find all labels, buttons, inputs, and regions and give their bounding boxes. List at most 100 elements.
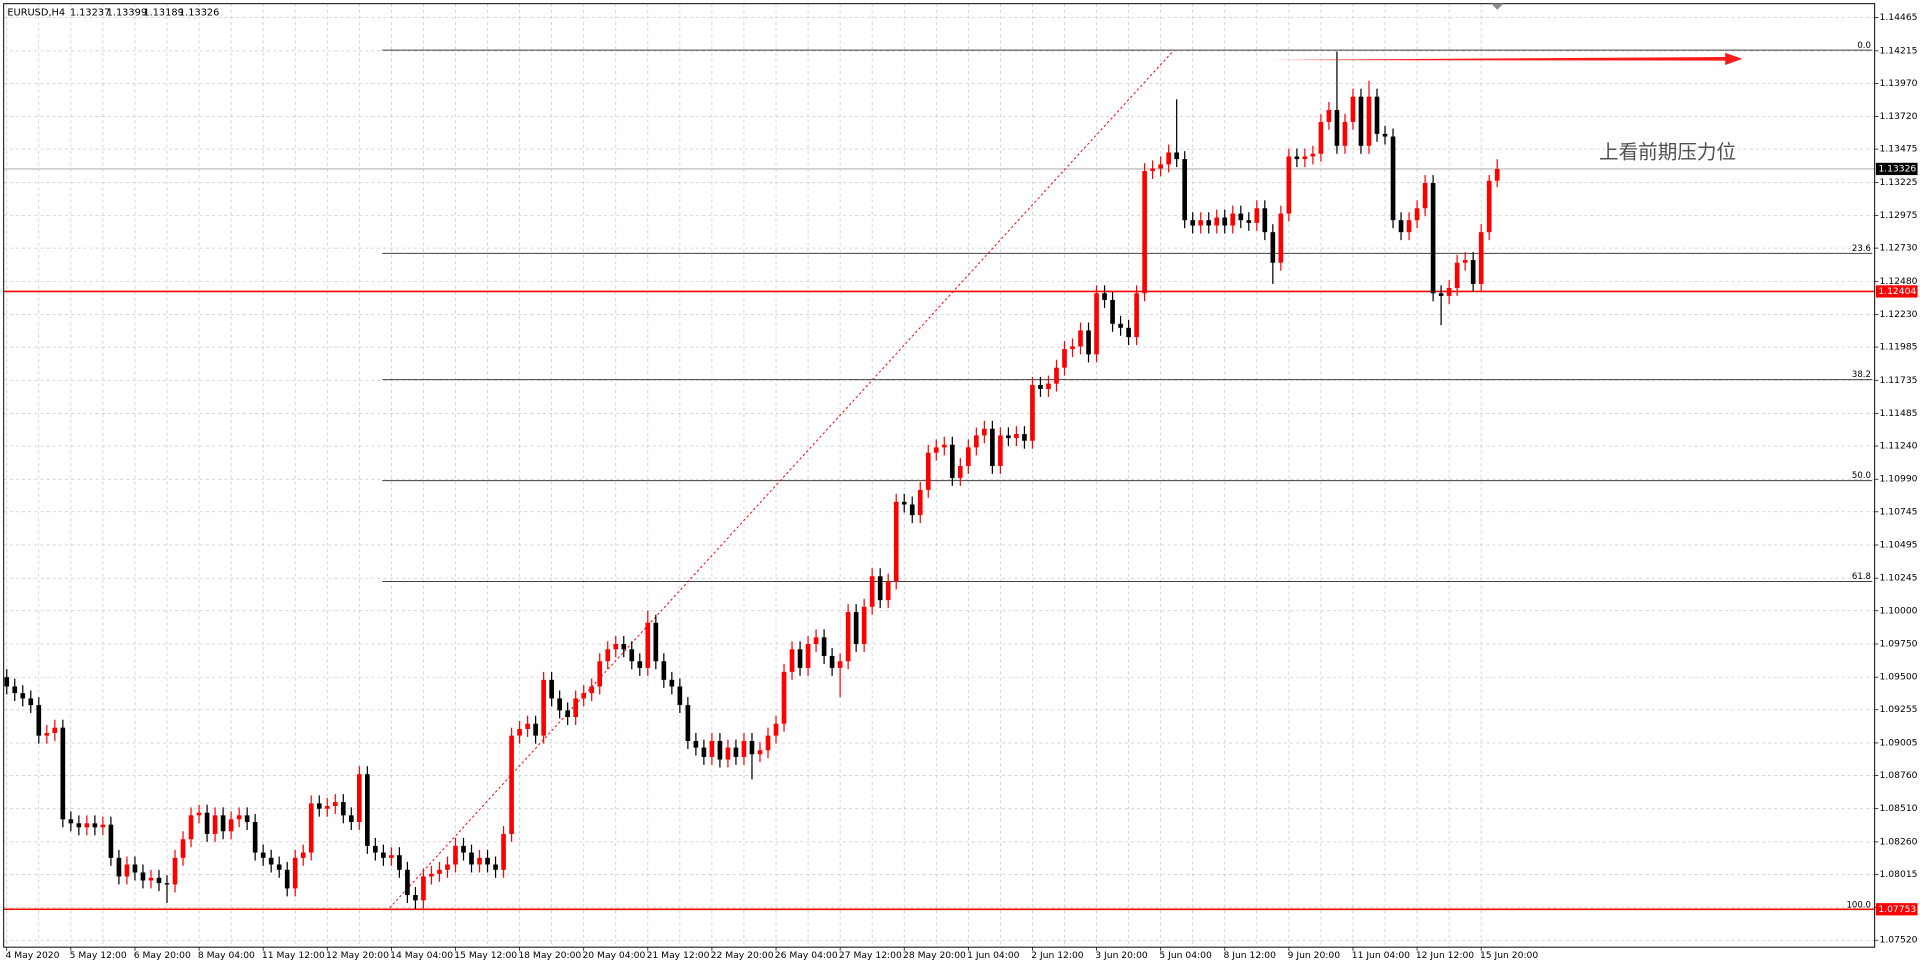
candle-body [1438, 293, 1444, 296]
candle-body [861, 606, 867, 644]
candle-body [461, 845, 466, 853]
candle-body [1214, 217, 1220, 226]
candle-body [941, 444, 947, 448]
candle-body [725, 747, 731, 760]
y-tick-label: 1.08510 [1880, 803, 1918, 814]
candle-body [1446, 287, 1452, 296]
candle-body [36, 705, 42, 736]
fib-label: 38.2 [1852, 370, 1871, 380]
candle-body [541, 679, 546, 736]
candle-body [1046, 383, 1051, 389]
x-tick-label: 22 May 20:00 [711, 950, 774, 961]
y-tick-label: 1.10245 [1880, 573, 1918, 584]
candle-body [116, 857, 122, 877]
candle-body [332, 802, 338, 807]
fib-label: 61.8 [1852, 572, 1871, 582]
candle-body [589, 686, 595, 694]
x-tick-label: 1 Jun 04:00 [967, 950, 1020, 961]
candle-body [140, 872, 146, 881]
candle-body [1486, 180, 1492, 233]
candle-body [1334, 109, 1340, 146]
candle-body [108, 824, 114, 858]
candle-body [284, 869, 290, 889]
candle-body [1310, 153, 1316, 157]
candle-body [933, 447, 939, 453]
candle-body [637, 661, 643, 668]
candle-body [581, 693, 587, 699]
candle-body [477, 857, 482, 865]
x-tick-label: 9 Jun 20:00 [1288, 950, 1341, 961]
current-price-tag [1875, 162, 1918, 176]
candle-body [68, 819, 74, 824]
candle-body [1118, 323, 1123, 328]
candle-body [645, 622, 651, 668]
candle-body [1166, 152, 1171, 165]
candle-body [501, 833, 506, 870]
x-tick-label: 11 Jun 04:00 [1352, 950, 1410, 961]
candle-body [316, 803, 322, 809]
candle-body [1158, 164, 1163, 169]
header-close: 1.13326 [179, 7, 220, 18]
candle-body [781, 671, 787, 724]
candle-body [621, 643, 627, 650]
candle-body [324, 806, 330, 809]
current-price-label: 1.13326 [1878, 163, 1916, 174]
candle-body [300, 852, 306, 858]
candles [4, 51, 1500, 910]
candle-body [557, 698, 562, 711]
candle-body [949, 444, 955, 478]
y-tick-label: 1.13970 [1880, 78, 1918, 89]
candle-body [244, 815, 250, 822]
candle-body [493, 864, 498, 870]
fib-label: 100.0 [1846, 900, 1871, 910]
header: EURUSD,H4 1.13237 1.13399 1.13189 1.1332… [7, 7, 219, 18]
candle-body [1070, 346, 1075, 350]
price-tag-label: 1.12404 [1878, 286, 1916, 297]
candle-body [1326, 109, 1332, 122]
y-tick-label: 1.08015 [1880, 869, 1918, 880]
candle-body [132, 864, 138, 873]
candle-body [877, 576, 883, 601]
candle-body [188, 815, 194, 840]
candle-body [573, 698, 579, 718]
candle-body [1006, 435, 1011, 439]
y-tick-label: 1.09500 [1880, 672, 1918, 683]
x-tick-label: 11 May 12:00 [262, 950, 325, 961]
candle-body [853, 612, 859, 644]
candle-body [1110, 299, 1115, 324]
candle-body [765, 735, 771, 751]
candle-body [84, 823, 90, 828]
y-tick-label: 1.12975 [1880, 210, 1918, 221]
candle-body [1406, 220, 1412, 233]
x-tick-label: 14 May 04:00 [390, 950, 453, 961]
candle-body [549, 679, 554, 699]
fib-label: 23.6 [1852, 244, 1871, 254]
candle-body [845, 612, 851, 662]
candle-body [813, 637, 819, 644]
y-tick-label: 1.12730 [1880, 243, 1918, 254]
candle-body [990, 428, 995, 466]
price-tag [1875, 285, 1918, 298]
candle-body [1350, 96, 1356, 122]
candle-body [1382, 133, 1388, 137]
candle-body [733, 747, 739, 757]
candle-body [1038, 384, 1043, 389]
candle-body [966, 447, 971, 466]
candle-body [1230, 213, 1236, 226]
y-tick-label: 1.08260 [1880, 836, 1918, 847]
candle-body [749, 740, 755, 755]
candle-body [669, 679, 675, 687]
candle-body [252, 821, 258, 853]
x-tick-label: 15 May 12:00 [454, 950, 517, 961]
candle-body [1286, 156, 1292, 214]
x-tick-label: 8 May 04:00 [198, 950, 255, 961]
candle-body [389, 855, 394, 858]
x-tick-label: 8 Jun 12:00 [1224, 950, 1277, 961]
candle-body [1398, 220, 1404, 233]
candle-body [1174, 152, 1180, 160]
candle-body [1206, 220, 1212, 226]
candle-body [1390, 136, 1396, 221]
candle-body [1270, 232, 1276, 263]
y-tick-label: 1.10990 [1880, 474, 1918, 485]
